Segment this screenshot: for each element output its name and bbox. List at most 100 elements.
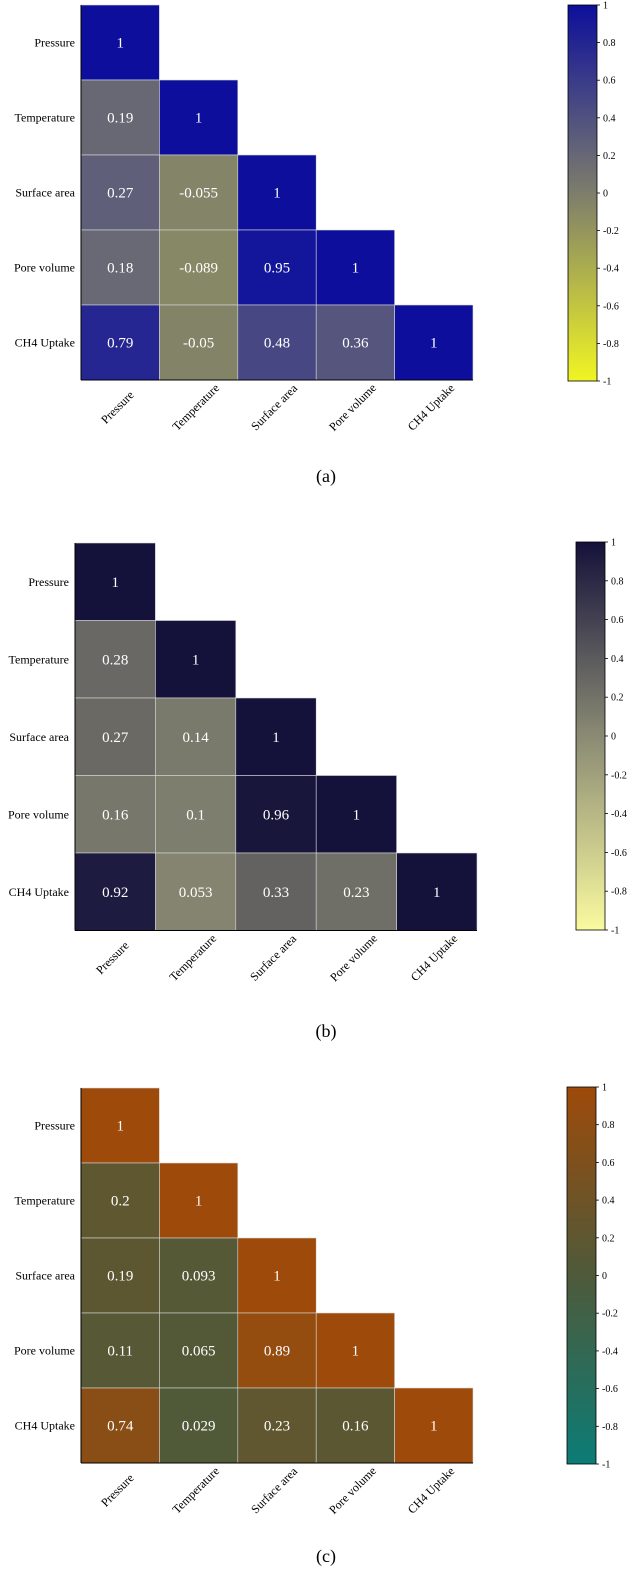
x-tick-label: CH4 Uptake xyxy=(405,381,458,434)
cell-value-label: 0.053 xyxy=(179,885,213,901)
colorbar-tick-label: 0.6 xyxy=(611,615,624,626)
heatmap-cell xyxy=(80,4,160,81)
cell-value-label: 0.19 xyxy=(107,111,133,127)
heatmap-cell xyxy=(396,852,478,931)
panel-1: 1 0.19 1 0.27 -0.055 1 0.18 -0.089 0.95 1 0.79 -0.0… xyxy=(14,1,619,488)
colorbar-tick-label: 1 xyxy=(603,1,608,12)
heatmap-cell xyxy=(159,229,239,306)
colorbar-tick-label: -0.4 xyxy=(611,809,627,820)
cell-value-label: 1 xyxy=(116,1119,124,1135)
colorbar xyxy=(575,541,606,931)
heatmap-cell xyxy=(235,852,317,931)
y-tick-label: Pressure xyxy=(34,36,75,50)
cell-value-label: 0.27 xyxy=(107,186,134,202)
heatmap-cell xyxy=(80,1237,160,1314)
heatmap-cell xyxy=(74,775,156,854)
colorbar-tick-label: 0.4 xyxy=(602,1196,615,1207)
cell-value-label: 0.19 xyxy=(107,1269,133,1285)
cell-value-label: 0.14 xyxy=(182,730,209,746)
cell-value-label: 0.95 xyxy=(264,261,290,277)
cell-value-label: 1 xyxy=(195,111,203,127)
heatmap-cell xyxy=(235,775,317,854)
cell-value-label: 0.74 xyxy=(107,1419,134,1435)
cell-value-label: 0.79 xyxy=(107,336,133,352)
panel-label: (c) xyxy=(316,1546,336,1567)
colorbar-tick-label: 0.6 xyxy=(602,1158,615,1169)
y-tick-label: Surface area xyxy=(9,730,69,744)
panel-label: (a) xyxy=(316,466,336,487)
colorbar-tick-label: 0.8 xyxy=(603,38,616,49)
cell-value-label: 1 xyxy=(272,730,280,746)
heatmap-cell xyxy=(159,79,239,156)
colorbar-tick-label: -0.4 xyxy=(603,264,619,275)
y-tick-label: Pore volume xyxy=(14,1344,75,1358)
heatmap-cell xyxy=(74,542,156,621)
x-tick-label: Temperature xyxy=(169,381,222,434)
heatmap-cell xyxy=(235,697,317,776)
x-tick-label: Surface area xyxy=(248,1464,301,1517)
panel-2: 1 0.28 1 0.27 0.14 1 0.16 0.1 0.96 1 0.92 0.053 0.33… xyxy=(8,538,627,1043)
colorbar-tick-label: 0 xyxy=(602,1271,607,1282)
colorbar-tick-label: 0 xyxy=(611,732,616,743)
colorbar-tick-label: 0.2 xyxy=(602,1233,615,1244)
cell-value-label: 0.96 xyxy=(263,807,290,823)
y-tick-label: Pressure xyxy=(34,1119,75,1133)
cell-value-label: 0.48 xyxy=(264,336,290,352)
heatmap-cell xyxy=(315,304,395,381)
cell-value-label: 0.23 xyxy=(264,1419,290,1435)
heatmap-cell xyxy=(237,154,317,231)
colorbar xyxy=(566,1086,597,1465)
heatmap-cell xyxy=(80,1312,160,1389)
x-tick-label: CH4 Uptake xyxy=(408,931,461,984)
colorbar-tick-label: -1 xyxy=(602,1460,610,1471)
heatmap-cell xyxy=(155,697,237,776)
cell-value-label: 0.1 xyxy=(186,807,205,823)
colorbar-tick-label: -0.2 xyxy=(603,226,619,237)
heatmap-cell xyxy=(315,229,395,306)
colorbar-tick-label: -1 xyxy=(611,926,619,937)
heatmap-cell xyxy=(74,852,156,931)
cell-value-label: 0.11 xyxy=(107,1344,133,1360)
y-tick-label: CH4 Uptake xyxy=(15,1419,75,1433)
heatmap-cell xyxy=(237,1237,317,1314)
heatmap-cell xyxy=(80,1387,160,1464)
cell-value-label: 1 xyxy=(273,1269,281,1285)
cell-value-label: 0.16 xyxy=(342,1419,369,1435)
y-tick-label: CH4 Uptake xyxy=(15,336,75,350)
y-tick-label: Pore volume xyxy=(8,807,69,821)
colorbar-tick-label: 0.6 xyxy=(603,76,616,87)
heatmap-cell xyxy=(237,1312,317,1389)
y-tick-label: CH4 Uptake xyxy=(9,885,69,899)
heatmap-cell xyxy=(159,1162,239,1239)
colorbar-tick-label: 0.2 xyxy=(611,693,624,704)
cell-value-label: 0.23 xyxy=(343,885,369,901)
cell-value-label: 0.36 xyxy=(342,336,369,352)
colorbar-tick-label: -0.8 xyxy=(603,339,619,350)
colorbar-tick-label: 0.8 xyxy=(611,576,624,587)
cell-value-label: 0.093 xyxy=(182,1269,216,1285)
x-tick-label: Temperature xyxy=(169,1464,222,1517)
cell-value-label: 1 xyxy=(116,36,124,52)
heatmap-cell xyxy=(315,1387,395,1464)
colorbar-tick-label: -0.8 xyxy=(611,887,627,898)
heatmap-cell xyxy=(159,1387,239,1464)
colorbar-tick-label: 0.8 xyxy=(602,1120,615,1131)
cell-value-label: 1 xyxy=(353,807,361,823)
cell-value-label: 1 xyxy=(430,336,438,352)
heatmap-cell xyxy=(394,304,474,381)
heatmap-cell xyxy=(74,697,156,776)
heatmap-cell xyxy=(155,620,237,699)
colorbar-tick-label: -0.8 xyxy=(602,1422,618,1433)
cell-value-label: 1 xyxy=(195,1194,203,1210)
x-tick-label: Pressure xyxy=(98,1471,137,1510)
cell-value-label: 0.89 xyxy=(264,1344,290,1360)
cell-value-label: 1 xyxy=(433,885,441,901)
colorbar xyxy=(567,4,598,382)
y-tick-label: Temperature xyxy=(9,652,69,666)
cell-value-label: -0.089 xyxy=(179,261,218,277)
colorbar-tick-label: 0.4 xyxy=(611,654,624,665)
x-tick-label: Surface area xyxy=(247,931,300,984)
x-tick-label: Pressure xyxy=(98,388,137,427)
x-tick-label: Pore volume xyxy=(326,381,379,434)
heatmap-cell xyxy=(159,154,239,231)
